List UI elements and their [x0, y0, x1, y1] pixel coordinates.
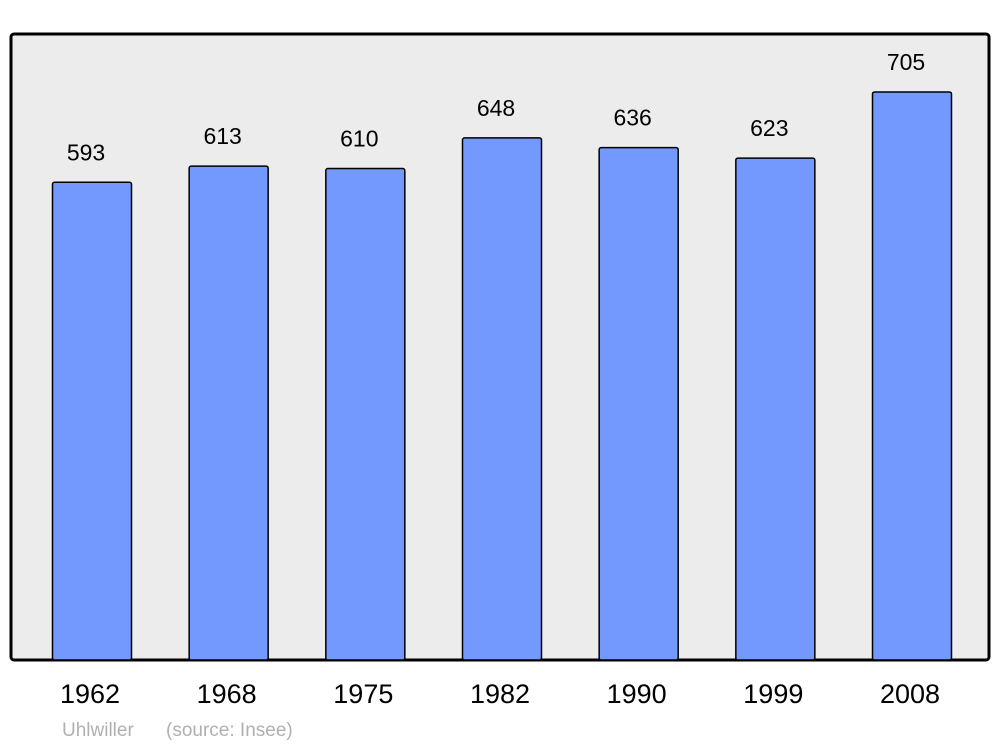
place-label: Uhlwiller: [62, 720, 134, 741]
value-label: 705: [887, 49, 925, 75]
x-tick-label: 1975: [333, 679, 393, 709]
value-label: 613: [203, 123, 241, 149]
x-tick-label: 1962: [60, 679, 120, 709]
source-label: (source: Insee): [166, 720, 293, 741]
x-tick-label: 2008: [880, 679, 940, 709]
bar: [461, 137, 543, 661]
x-tick-label: 1999: [743, 679, 803, 709]
value-label: 648: [477, 95, 515, 121]
value-label: 593: [67, 139, 105, 165]
x-tick-label: 1990: [607, 679, 667, 709]
bar: [735, 157, 816, 661]
bar: [325, 167, 406, 661]
bar: [51, 181, 133, 661]
bar: [188, 165, 269, 661]
value-label: 623: [750, 115, 788, 141]
bar: [598, 146, 679, 661]
x-tick-label: 1982: [470, 679, 530, 709]
x-tick-label: 1968: [197, 679, 257, 709]
bar: [871, 91, 953, 661]
value-label: 636: [613, 105, 651, 131]
value-label: 610: [340, 126, 378, 152]
